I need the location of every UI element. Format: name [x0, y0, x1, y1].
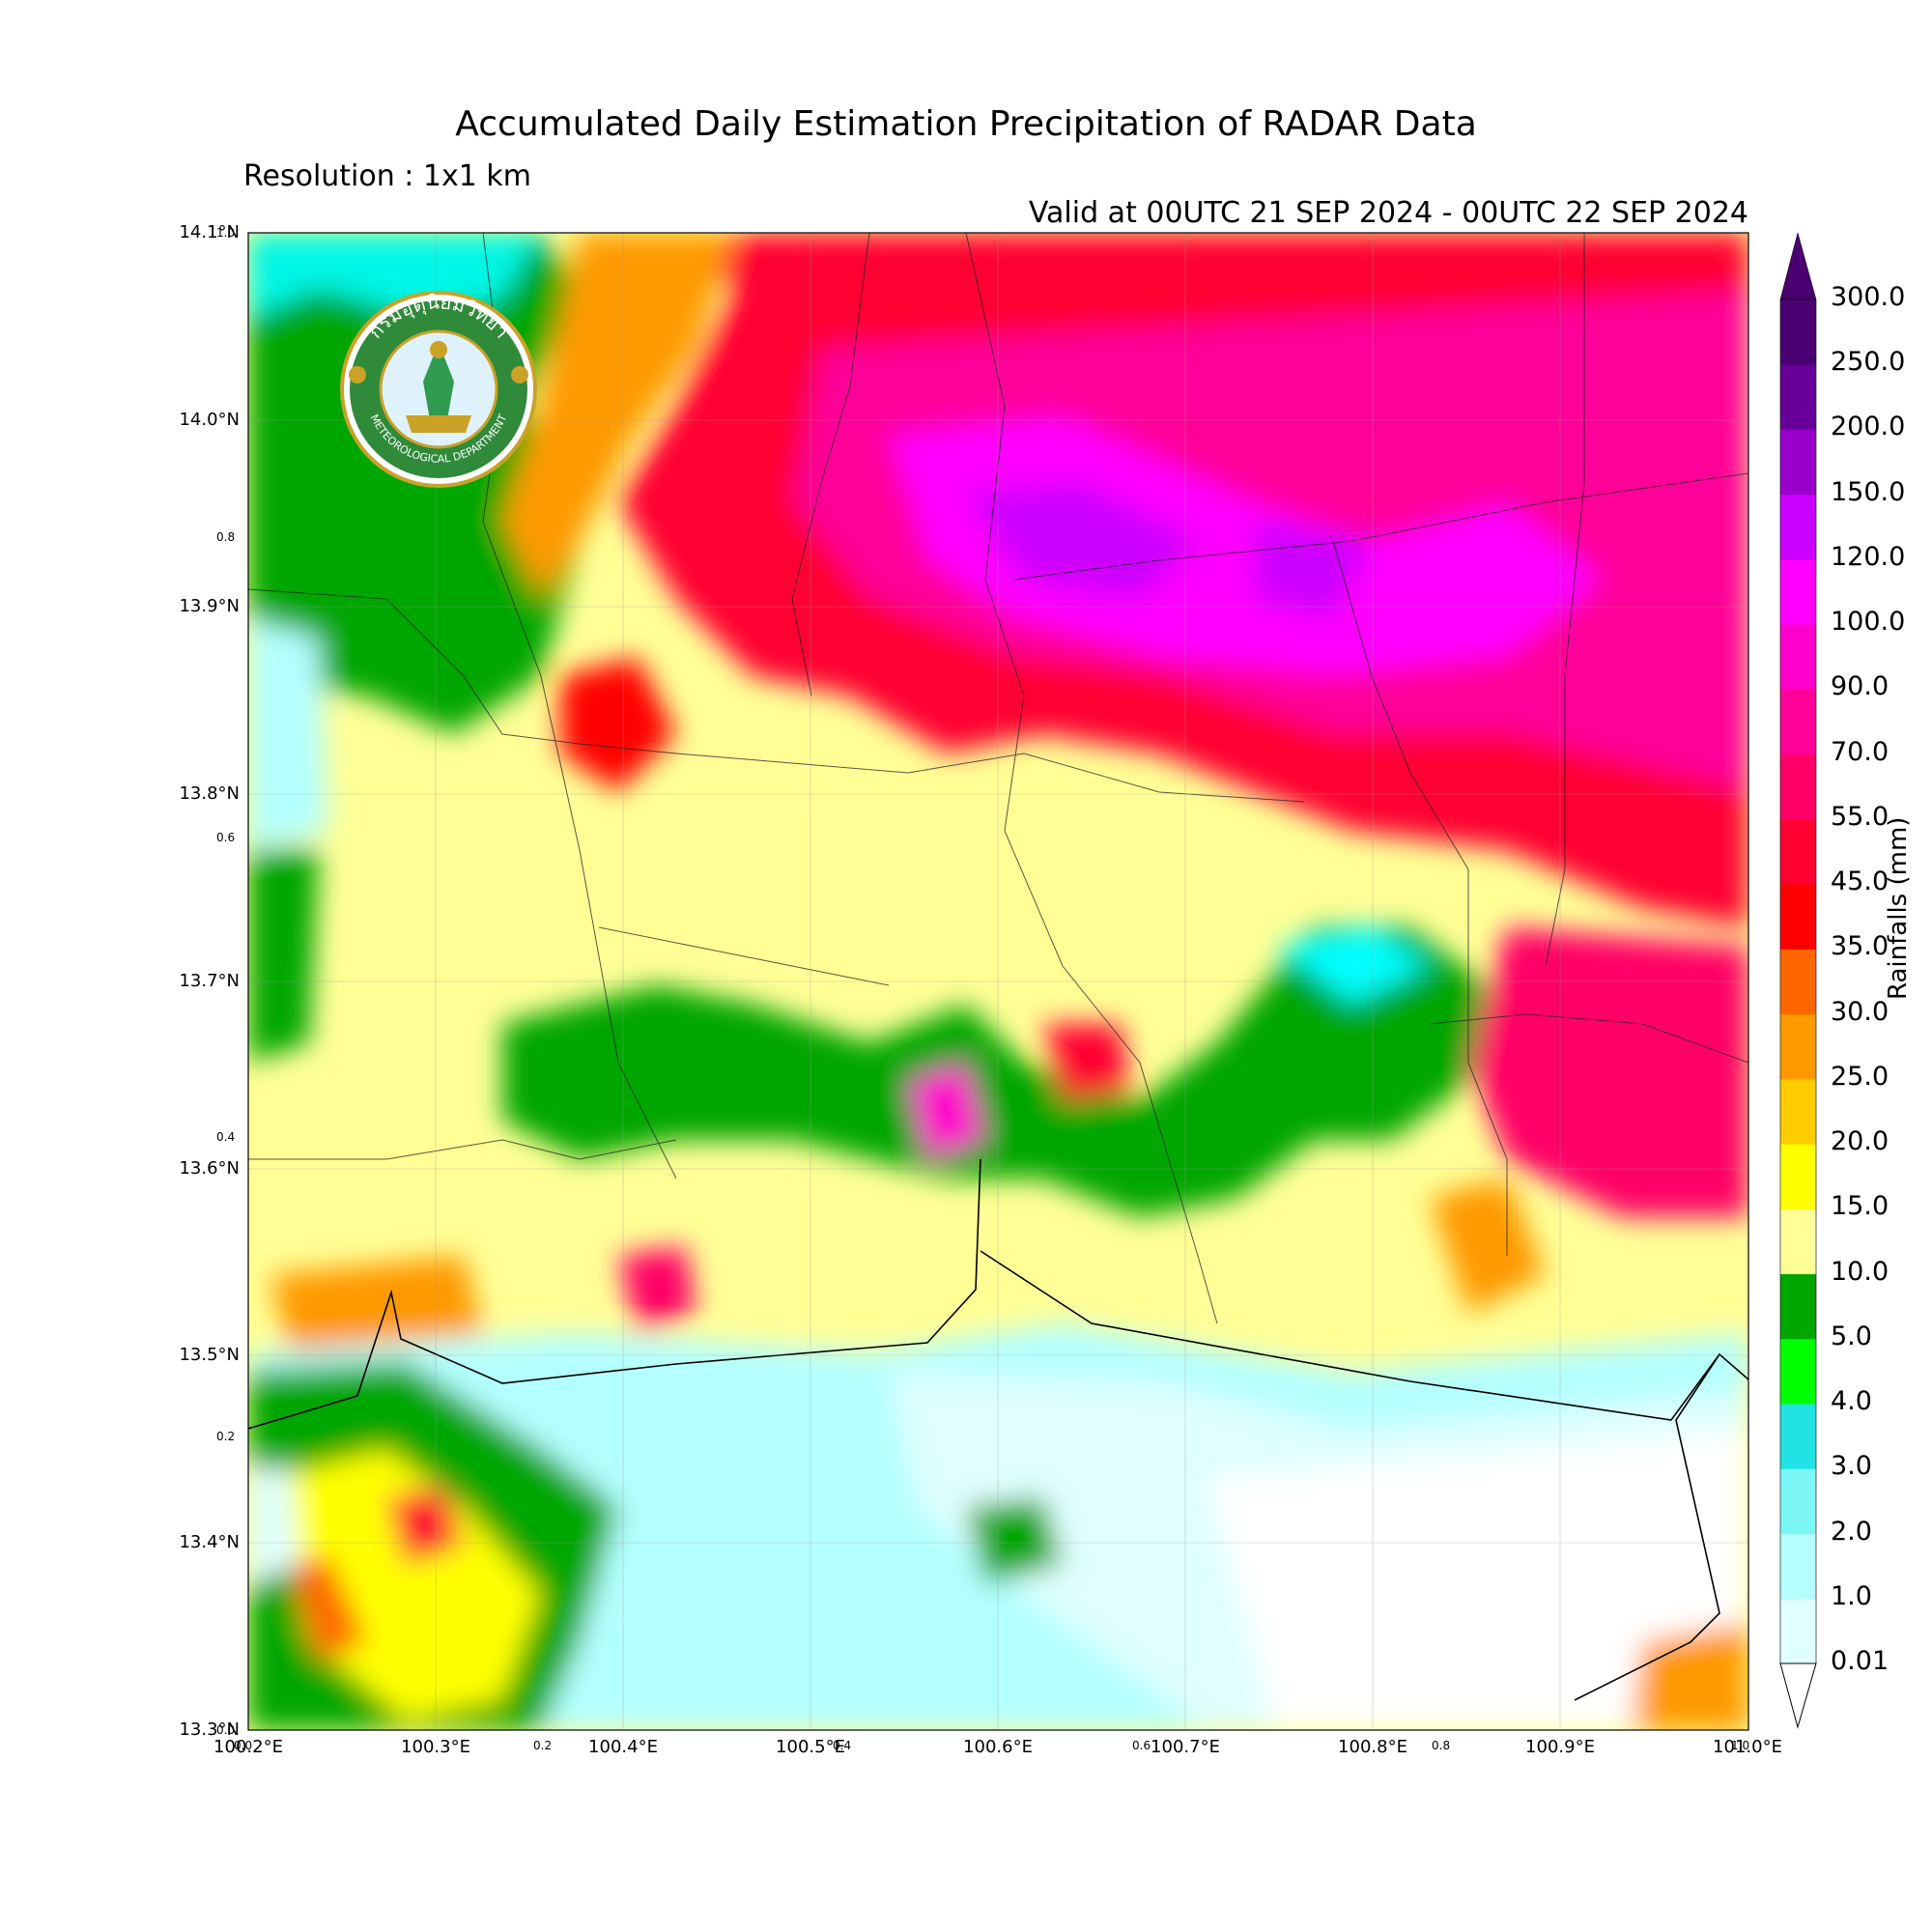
colorbar-swatch	[1780, 1404, 1816, 1469]
colorbar-swatch	[1780, 299, 1816, 365]
lat-tick-13-6: 13.6°N	[179, 1158, 240, 1179]
lon-tick-100-7: 100.7°E	[1151, 1737, 1220, 1757]
colorbar-swatch	[1780, 818, 1816, 885]
colorbar-swatch	[1780, 364, 1816, 430]
lat-tick-13-7: 13.7°N	[179, 971, 240, 991]
lat-tick-13-8: 13.8°N	[179, 783, 240, 804]
minor-x-0-8: 0.8	[1432, 1739, 1451, 1752]
colorbar-level-label: 90.0	[1831, 671, 1889, 702]
colorbar-level-label: 35.0	[1831, 931, 1889, 962]
lat-tick-13-3: 13.3°N	[179, 1719, 240, 1740]
colorbar-swatch	[1780, 1078, 1816, 1145]
minor-x-0-4: 0.4	[833, 1739, 852, 1752]
colorbar-level-label: 4.0	[1831, 1386, 1872, 1417]
valid-period-label: Valid at 00UTC 21 SEP 2024 - 00UTC 22 SE…	[1028, 196, 1748, 230]
resolution-label: Resolution : 1x1 km	[243, 159, 531, 193]
colorbar-swatch	[1780, 494, 1816, 560]
minor-y-1-0: 1.0	[216, 226, 236, 240]
colorbar-level-label: 100.0	[1831, 607, 1906, 638]
colorbar-swatch	[1780, 1273, 1816, 1340]
lon-tick-101-0: 101.0°E	[1713, 1737, 1782, 1757]
colorbar-level-label: 300.0	[1831, 282, 1906, 312]
minor-x-0-2: 0.2	[533, 1739, 553, 1752]
minor-y-0-2: 0.2	[216, 1430, 236, 1443]
colorbar-level-label: 30.0	[1831, 996, 1889, 1027]
colorbar-swatch	[1780, 689, 1816, 755]
colorbar-level-label: 0.01	[1831, 1646, 1889, 1676]
lon-tick-100-9: 100.9°E	[1525, 1737, 1595, 1757]
coastline	[248, 1158, 1748, 1701]
colorbar-level-label: 55.0	[1831, 801, 1889, 832]
colorbar-level-label: 3.0	[1831, 1451, 1872, 1482]
lat-tick-14-1: 14.1°N	[179, 222, 240, 242]
map-frame	[247, 232, 1749, 1731]
colorbar-level-label: 2.0	[1831, 1516, 1872, 1547]
colorbar-swatch	[1780, 1013, 1816, 1080]
meteorological-department-logo: กรมอุตุนิยมวิทยา METEOROLOGICAL DEPARTME…	[340, 290, 537, 488]
colorbar-level-label: 15.0	[1831, 1191, 1889, 1222]
lon-tick-100-3: 100.3°E	[401, 1737, 470, 1757]
colorbar-title: Rainfalls (mm)	[1884, 816, 1913, 1000]
lon-tick-100-6: 100.6°E	[963, 1737, 1033, 1757]
lat-tick-13-9: 13.9°N	[179, 596, 240, 616]
lon-tick-100-4: 100.4°E	[588, 1737, 658, 1757]
lon-tick-100-5: 100.5°E	[776, 1737, 845, 1757]
colorbar-swatch	[1780, 1144, 1816, 1209]
colorbar-level-label: 1.0	[1831, 1580, 1872, 1611]
lon-tick-100-8: 100.8°E	[1338, 1737, 1407, 1757]
precipitation-field	[248, 233, 1748, 1730]
colorbar-swatch	[1780, 1208, 1816, 1275]
colorbar-level-label: 250.0	[1831, 347, 1906, 378]
colorbar-swatch	[1780, 429, 1816, 496]
colorbar-level-label: 10.0	[1831, 1256, 1889, 1287]
colorbar-level-label: 120.0	[1831, 541, 1906, 572]
chart-title: Accumulated Daily Estimation Precipitati…	[455, 104, 1477, 144]
colorbar-swatch	[1780, 558, 1816, 625]
minor-y-0-8: 0.8	[216, 530, 236, 544]
colorbar-swatch	[1780, 1468, 1816, 1535]
colorbar-level-label: 20.0	[1831, 1126, 1889, 1157]
colorbar-level-label: 5.0	[1831, 1321, 1872, 1351]
minor-x-0-0: 0.0	[234, 1739, 253, 1752]
minor-y-0-4: 0.4	[216, 1130, 236, 1144]
colorbar-swatch	[1780, 1533, 1816, 1600]
colorbar	[1779, 232, 1817, 1729]
colorbar-level-label: 70.0	[1831, 736, 1889, 767]
colorbar-swatch	[1780, 1598, 1816, 1664]
colorbar-swatch	[1780, 884, 1816, 950]
colorbar-max-extend	[1779, 232, 1817, 300]
colorbar-swatch	[1780, 949, 1816, 1015]
colorbar-level-label: 150.0	[1831, 476, 1906, 507]
minor-y-0-6: 0.6	[216, 831, 236, 844]
colorbar-swatch	[1780, 1338, 1816, 1405]
colorbar-swatch	[1780, 753, 1816, 820]
minor-x-0-6: 0.6	[1132, 1739, 1151, 1752]
lat-tick-13-4: 13.4°N	[179, 1532, 240, 1552]
colorbar-level-label: 25.0	[1831, 1061, 1889, 1092]
colorbar-level-label: 200.0	[1831, 412, 1906, 442]
minor-y-0-0: 0.0	[216, 1723, 236, 1737]
minor-x-1-0: 1.0	[1731, 1739, 1750, 1752]
province-boundaries	[248, 233, 1748, 1324]
colorbar-swatch	[1780, 624, 1816, 690]
colorbar-min-extend	[1779, 1662, 1817, 1729]
lon-tick-100-2: 100.2°E	[213, 1737, 283, 1757]
colorbar-level-label: 45.0	[1831, 867, 1889, 897]
lat-tick-13-5: 13.5°N	[179, 1345, 240, 1365]
lat-tick-14-0: 14.0°N	[179, 410, 240, 430]
